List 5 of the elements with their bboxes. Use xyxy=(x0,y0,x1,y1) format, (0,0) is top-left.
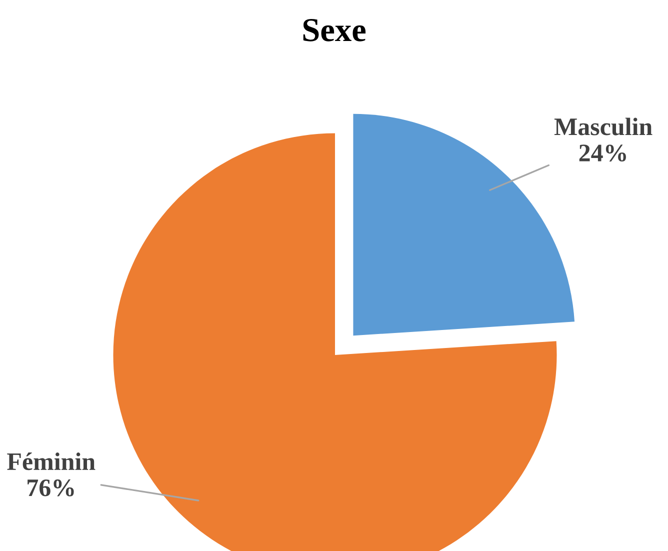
slice-label: Masculin xyxy=(554,118,652,136)
data-label: 76% xyxy=(28,479,74,496)
chart-title: Sexe xyxy=(303,18,366,42)
data-label: 24% xyxy=(579,144,626,162)
slice-label: Féminin xyxy=(7,452,96,470)
